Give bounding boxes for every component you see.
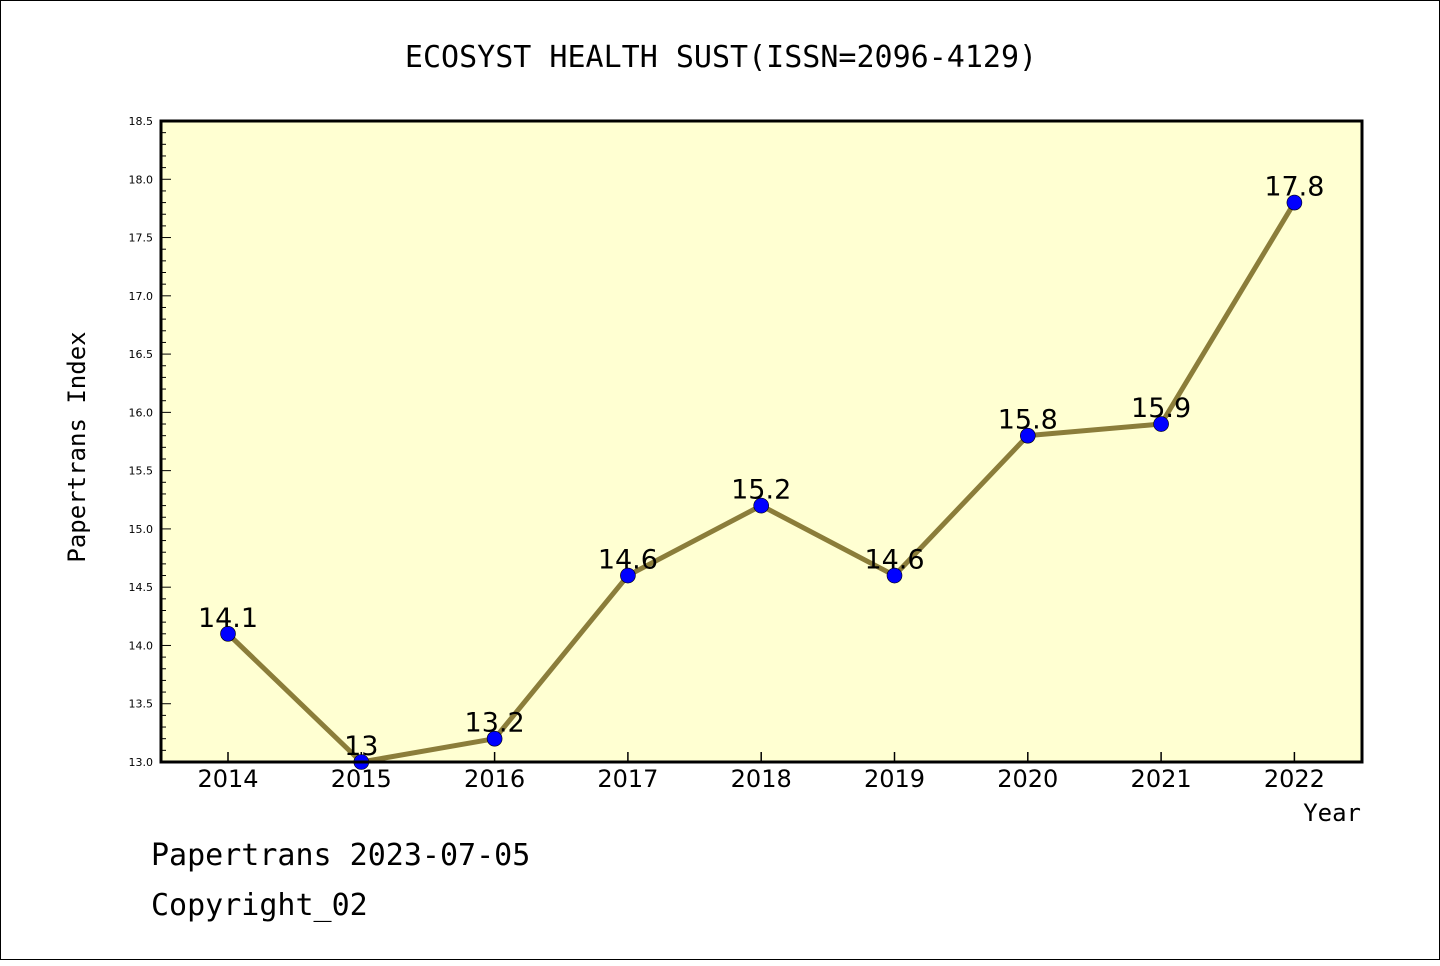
data-label: 13.2 [465,708,525,739]
y-tick-label: 15.0 [129,523,154,536]
y-tick-label: 14.0 [129,639,154,652]
x-tick-label: 2017 [597,765,658,793]
y-tick-label: 18.5 [129,115,154,128]
footer-date: Papertrans 2023-07-05 [151,838,530,873]
x-tick-label: 2018 [731,765,792,793]
x-tick-label: 2016 [464,765,525,793]
y-tick-label: 16.0 [129,406,154,419]
x-axis: 2014 2015 2016 2017 2018 2019 2020 2021 2022 [197,752,1325,793]
y-tick-label: 14.5 [129,581,154,594]
x-tick-label: 2019 [864,765,925,793]
y-axis-label: Papertrans Index [63,331,91,562]
x-tick-label: 2020 [997,765,1058,793]
data-point [1286,194,1303,211]
data-point [486,730,503,747]
x-tick-label: 2022 [1264,765,1325,793]
y-tick-label: 13.5 [129,698,154,711]
y-tick-label: 13.0 [129,756,154,769]
data-point [753,497,770,514]
x-axis-label: Year [1303,799,1361,827]
plot-border [159,119,1364,764]
data-label: 15.8 [998,405,1058,436]
data-label: 14.6 [598,545,658,576]
data-label: 15.9 [1131,393,1191,424]
data-label: 14.1 [198,603,258,634]
series-layer: 14.1 13 13.2 14.6 15.2 14.6 15.8 15.9 17.8 [198,172,1324,770]
data-label: 13 [344,731,378,762]
chart-title: ECOSYST HEALTH SUST(ISSN=2096-4129) [405,40,1037,75]
data-point [1020,427,1036,444]
data-label: 15.2 [731,475,791,506]
x-tick-label: 2021 [1131,765,1192,793]
data-label: 14.6 [864,545,924,576]
y-tick-label: 17.0 [129,290,154,303]
y-tick-label: 15.5 [129,465,154,478]
data-label: 17.8 [1264,172,1324,203]
data-point [620,567,636,584]
y-tick-label: 18.0 [129,173,154,186]
data-point [1153,416,1169,432]
data-point [220,625,236,642]
x-tick-label: 2014 [197,765,258,793]
y-tick-label: 17.5 [129,232,154,245]
y-tick-label: 16.5 [129,348,154,361]
data-point [886,567,903,584]
plot-area [161,121,1362,762]
footer-copyright: Copyright_02 [151,888,368,923]
